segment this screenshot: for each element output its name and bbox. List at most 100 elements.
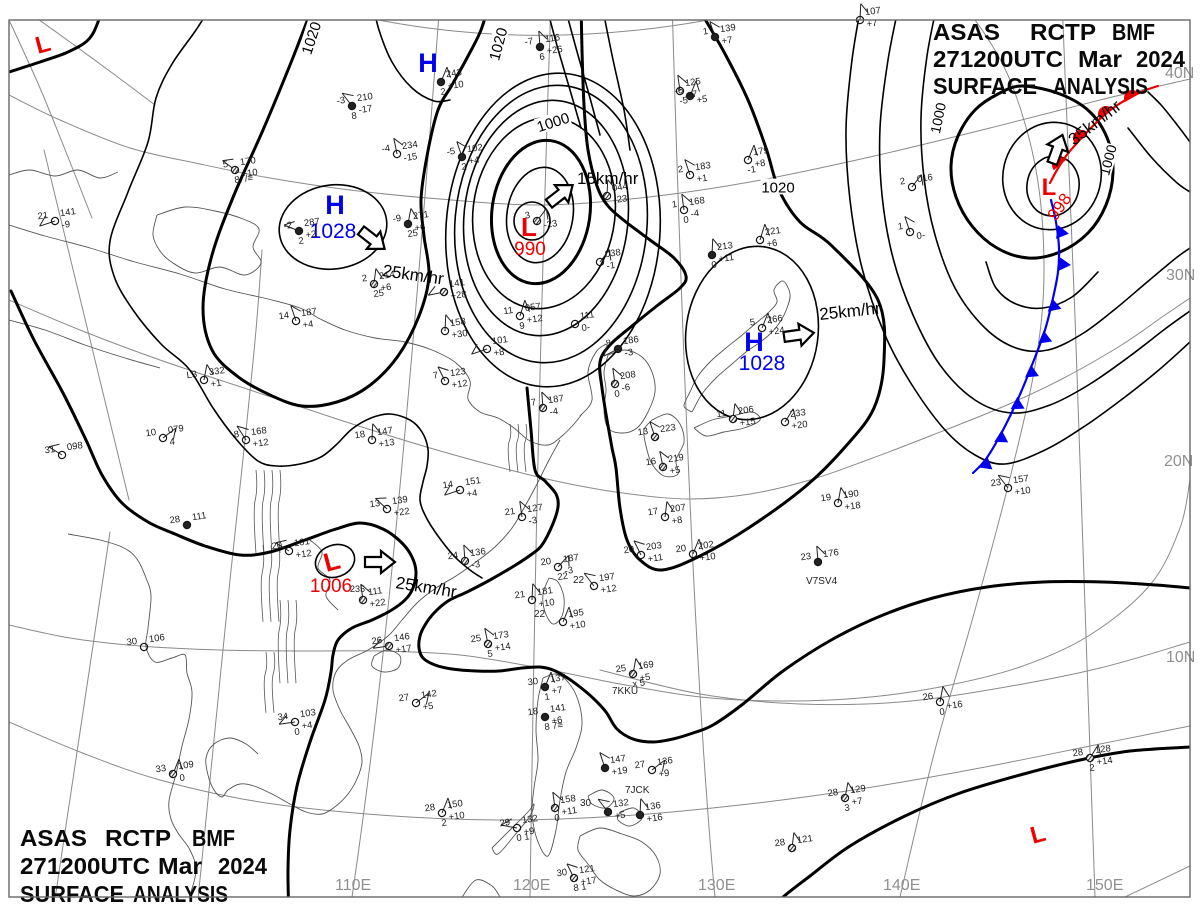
svg-text:6: 6 — [539, 51, 546, 63]
svg-text:-9: -9 — [392, 213, 402, 225]
svg-text:25: 25 — [407, 228, 419, 240]
svg-text:30: 30 — [556, 867, 568, 879]
svg-text:RCTP: RCTP — [105, 825, 171, 851]
svg-text:173: 173 — [492, 629, 509, 642]
svg-text:L: L — [1042, 174, 1057, 201]
svg-text:BMF: BMF — [192, 825, 235, 851]
svg-text:18: 18 — [527, 706, 539, 718]
svg-text:20: 20 — [271, 540, 283, 552]
svg-text:038: 038 — [604, 247, 621, 260]
svg-text:111: 111 — [579, 309, 595, 322]
svg-text:8 7≡: 8 7≡ — [544, 720, 565, 734]
svg-text:208: 208 — [619, 369, 636, 382]
svg-text:-3: -3 — [564, 565, 574, 577]
svg-text:0: 0 — [939, 706, 946, 718]
svg-text:+5: +5 — [422, 701, 434, 713]
svg-text:190: 190 — [842, 488, 859, 501]
svg-text:-23: -23 — [613, 193, 628, 206]
svg-text:22: 22 — [534, 609, 546, 620]
svg-text:147: 147 — [609, 753, 626, 766]
svg-text:11: 11 — [503, 305, 514, 317]
svg-text:-2: -2 — [283, 220, 293, 232]
svg-text:+12: +12 — [526, 313, 543, 326]
svg-text:H: H — [744, 327, 764, 357]
svg-text:102: 102 — [466, 142, 483, 155]
svg-text:332: 332 — [208, 365, 225, 378]
svg-text:L: L — [521, 212, 537, 242]
svg-text:7KKU: 7KKU — [612, 686, 638, 697]
svg-text:24: 24 — [447, 550, 459, 562]
svg-text:221: 221 — [764, 225, 781, 238]
svg-text:990: 990 — [514, 239, 546, 260]
svg-text:+1: +1 — [210, 378, 222, 390]
svg-text:20: 20 — [623, 544, 635, 556]
svg-text:16: 16 — [645, 456, 657, 468]
svg-text:147: 147 — [376, 425, 393, 438]
svg-text:SURFACE: SURFACE — [20, 881, 124, 907]
svg-text:158: 158 — [449, 316, 466, 329]
svg-text:271200UTC: 271200UTC — [20, 853, 150, 879]
svg-text:0: 0 — [614, 388, 621, 400]
svg-text:+10: +10 — [241, 167, 258, 180]
svg-text:203: 203 — [645, 540, 662, 553]
svg-text:1: 1 — [544, 691, 551, 703]
svg-text:10: 10 — [145, 427, 157, 439]
svg-text:L: L — [32, 30, 53, 60]
svg-text:15km/hr: 15km/hr — [577, 169, 639, 188]
svg-text:2: 2 — [677, 164, 684, 176]
svg-text:+7: +7 — [851, 796, 863, 808]
svg-text:ASAS: ASAS — [933, 19, 1000, 45]
svg-text:28: 28 — [169, 514, 181, 526]
svg-text:5: 5 — [749, 317, 756, 329]
svg-text:+10: +10 — [569, 619, 586, 632]
svg-text:136: 136 — [469, 546, 486, 559]
svg-text:+10: +10 — [448, 810, 465, 823]
svg-text:057: 057 — [524, 301, 541, 314]
svg-text:150: 150 — [446, 798, 463, 811]
svg-text:33: 33 — [155, 763, 167, 775]
svg-text:13: 13 — [637, 426, 649, 438]
svg-text:2: 2 — [440, 86, 447, 98]
svg-text:+7: +7 — [721, 35, 733, 47]
svg-text:111: 111 — [191, 510, 207, 523]
svg-text:141: 141 — [549, 702, 566, 715]
svg-text:+11: +11 — [561, 805, 578, 818]
svg-text:101: 101 — [491, 334, 508, 347]
svg-text:271: 271 — [412, 209, 429, 222]
svg-text:+5: +5 — [669, 465, 681, 477]
svg-text:150E: 150E — [1086, 877, 1123, 894]
svg-text:SURFACE: SURFACE — [933, 73, 1037, 99]
svg-text:30: 30 — [527, 676, 539, 688]
svg-text:4: 4 — [169, 436, 176, 448]
svg-text:287: 287 — [303, 216, 320, 229]
svg-text:+10: +10 — [447, 79, 464, 92]
svg-text:2024: 2024 — [1136, 46, 1185, 72]
svg-text:30N: 30N — [1166, 267, 1195, 284]
svg-text:H: H — [418, 48, 438, 78]
svg-text:-3: -3 — [624, 347, 634, 359]
svg-text:14: 14 — [278, 310, 290, 322]
svg-text:2: 2 — [361, 273, 368, 285]
svg-text:103: 103 — [299, 707, 316, 720]
svg-text:141: 141 — [59, 206, 76, 219]
svg-text:123: 123 — [449, 366, 466, 379]
svg-text:25: 25 — [470, 633, 482, 645]
svg-text:141: 141 — [448, 277, 465, 290]
svg-text:266: 266 — [766, 313, 783, 326]
svg-text:-1: -1 — [606, 260, 616, 272]
svg-text:8: 8 — [351, 110, 358, 122]
svg-text:+4: +4 — [466, 488, 478, 500]
svg-text:0-: 0- — [916, 230, 926, 242]
svg-text:-5: -5 — [679, 95, 689, 107]
svg-text:136: 136 — [644, 800, 661, 813]
svg-text:181: 181 — [536, 585, 553, 598]
svg-text:+13: +13 — [378, 437, 395, 450]
svg-text:+4: +4 — [302, 319, 314, 331]
svg-text:+10: +10 — [699, 551, 716, 564]
svg-text:-9: -9 — [61, 219, 71, 231]
svg-text:V7SV4: V7SV4 — [806, 576, 838, 587]
svg-text:10N: 10N — [1166, 649, 1195, 666]
svg-text:1000: 1000 — [1096, 143, 1120, 177]
svg-text:132: 132 — [521, 813, 538, 826]
svg-text:233: 233 — [789, 407, 806, 420]
